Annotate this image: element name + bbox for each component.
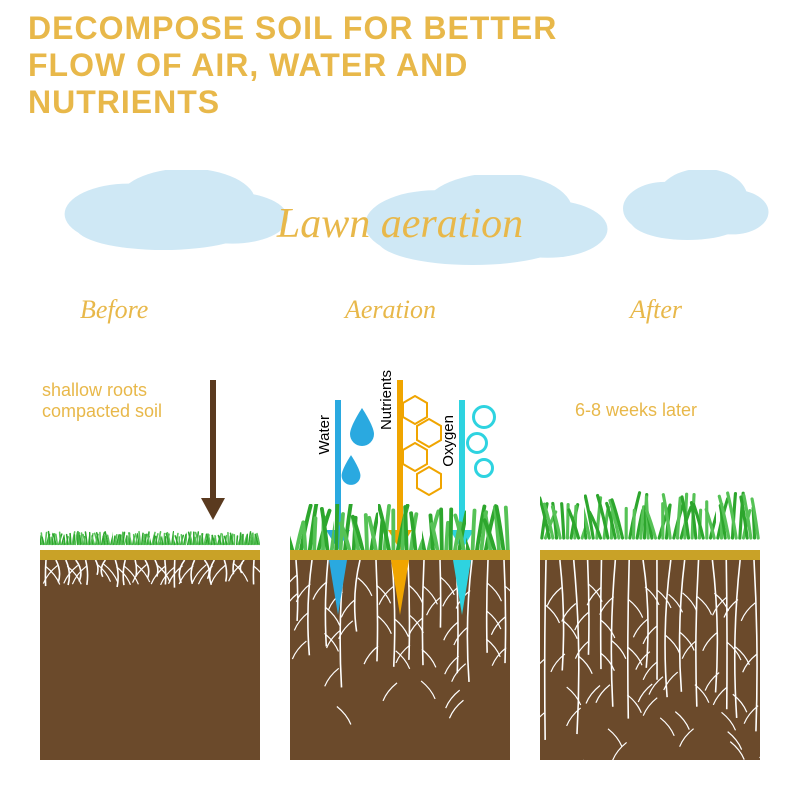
- caption-after: 6-8 weeks later: [575, 400, 697, 421]
- caption-before: shallow roots compacted soil: [42, 380, 162, 422]
- label-nutrients: Nutrients: [378, 370, 395, 430]
- cone-oxygen: [453, 560, 471, 615]
- before-arrow-head: [201, 498, 225, 520]
- panel-aeration: [290, 550, 510, 760]
- water-drop-icon: [348, 408, 376, 446]
- caption-before-line1: shallow roots: [42, 380, 147, 400]
- stage-label-after: After: [630, 295, 682, 325]
- panel-after: [540, 550, 760, 760]
- main-title: Lawn aeration: [0, 200, 800, 248]
- soil-top-before: [40, 550, 260, 560]
- panel-before: [40, 550, 260, 760]
- soil-body-before: [40, 560, 260, 760]
- soil-body-aeration: [290, 560, 510, 760]
- caption-before-line2: compacted soil: [42, 401, 162, 421]
- cone-nutrients: [391, 560, 409, 615]
- before-arrow-stem: [210, 380, 216, 500]
- nutrient-hex-icon: [416, 466, 442, 496]
- stage-label-aeration: Aeration: [345, 295, 436, 325]
- soil-body-after: [540, 560, 760, 760]
- soil-top-after: [540, 550, 760, 560]
- label-water: Water: [316, 415, 333, 454]
- roots-before: [40, 560, 260, 600]
- label-oxygen: Oxygen: [440, 415, 457, 467]
- grass-before: [40, 526, 260, 550]
- grass-aeration: [290, 504, 510, 550]
- stage-label-before: Before: [80, 295, 148, 325]
- grass-after: [540, 480, 760, 550]
- roots-after: [540, 560, 760, 760]
- soil-top-aeration: [290, 550, 510, 560]
- oxygen-bubble-icon: [466, 432, 488, 454]
- water-drop-icon: [340, 455, 362, 485]
- oxygen-bubble-icon: [474, 458, 494, 478]
- oxygen-bubble-icon: [472, 405, 496, 429]
- headline: DECOMPOSE SOIL FOR BETTER FLOW OF AIR, W…: [28, 10, 568, 120]
- cone-water: [329, 560, 347, 615]
